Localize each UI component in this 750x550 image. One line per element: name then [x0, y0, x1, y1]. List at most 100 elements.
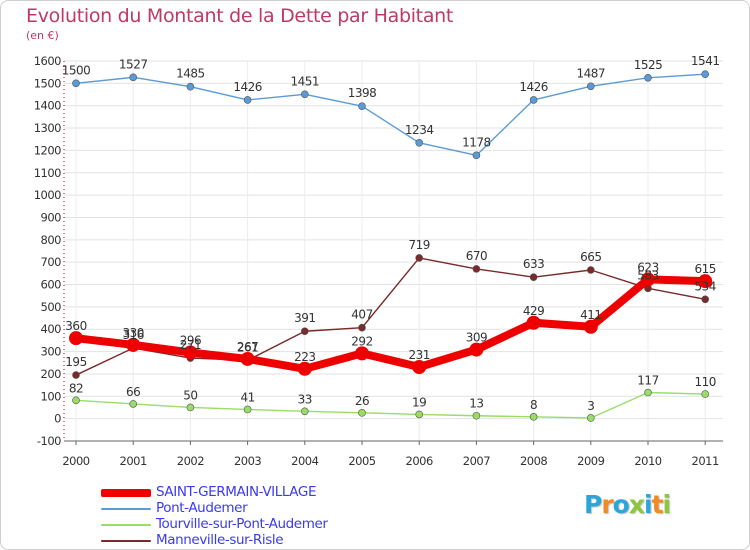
data-point — [415, 410, 424, 419]
chart-title: Evolution du Montant de la Dette par Hab… — [26, 5, 454, 27]
data-point — [300, 90, 309, 99]
data-label: 292 — [351, 334, 372, 348]
data-point — [698, 274, 713, 289]
legend-swatch — [101, 524, 151, 526]
data-label: 3 — [587, 399, 594, 413]
data-point — [529, 413, 538, 421]
logo-letter: o — [612, 490, 630, 519]
data-point — [300, 407, 309, 416]
data-label: 360 — [65, 319, 86, 333]
legend-swatch — [101, 489, 151, 497]
data-point — [183, 345, 198, 360]
data-point — [358, 409, 366, 417]
logo-letter: t — [651, 490, 664, 519]
data-point — [300, 327, 309, 336]
y-tick-label: 300 — [41, 345, 62, 359]
y-tick-label: 500 — [41, 300, 62, 314]
data-label: 195 — [65, 355, 86, 369]
x-tick-label: 2010 — [634, 454, 661, 468]
y-tick-label: 900 — [41, 210, 62, 224]
y-tick-label: 600 — [41, 278, 62, 292]
x-tick-label: 2011 — [692, 454, 719, 468]
x-tick-label: 2005 — [348, 454, 375, 468]
data-point — [186, 403, 195, 412]
data-label: 1451 — [291, 74, 320, 88]
data-point — [355, 346, 369, 361]
data-label: 231 — [408, 348, 429, 362]
data-point — [701, 295, 710, 304]
y-tick-label: 800 — [41, 233, 62, 247]
data-label: 1500 — [62, 63, 91, 77]
data-label: 1426 — [233, 80, 262, 94]
data-point — [126, 337, 141, 352]
data-label: 1525 — [634, 58, 663, 72]
data-point — [412, 360, 427, 375]
y-tick-label: 100 — [41, 389, 62, 403]
data-point — [586, 82, 595, 91]
x-tick-label: 2006 — [406, 454, 433, 468]
data-point — [72, 396, 80, 405]
data-label: 1485 — [176, 67, 205, 81]
data-label: 110 — [694, 375, 715, 389]
data-label: 33 — [298, 392, 312, 406]
data-point — [358, 323, 366, 332]
series-line-2 — [75, 391, 706, 419]
x-tick-label: 2001 — [120, 454, 147, 468]
legend-label: SAINT-GERMAIN-VILLAGE — [156, 484, 317, 500]
data-point — [358, 102, 366, 110]
data-point — [644, 73, 652, 82]
data-label: 1527 — [119, 57, 148, 71]
x-tick-label: 2000 — [62, 454, 89, 468]
data-point — [641, 272, 655, 287]
data-label: 534 — [694, 279, 715, 293]
data-point — [243, 405, 252, 414]
y-tick-label: -100 — [37, 434, 61, 448]
data-label: 719 — [408, 238, 429, 252]
data-label: 261 — [237, 340, 258, 354]
y-tick-label: 1300 — [34, 121, 61, 135]
data-point — [243, 96, 252, 104]
legend-label: Manneville-sur-Risle — [156, 532, 284, 548]
data-point — [472, 151, 481, 160]
y-tick-label: 700 — [41, 255, 62, 269]
data-label: 1487 — [577, 66, 606, 80]
data-point — [415, 254, 424, 262]
data-label: 267 — [237, 340, 258, 354]
series-line-3 — [75, 257, 706, 376]
chart-subtitle: (en €) — [26, 29, 59, 42]
data-point — [472, 411, 481, 420]
x-tick-label: 2008 — [520, 454, 547, 468]
data-point — [583, 319, 598, 334]
data-point — [186, 82, 195, 91]
data-label: 1178 — [462, 135, 491, 149]
data-label: 391 — [294, 311, 315, 325]
plot-area — [64, 61, 723, 441]
data-label: 411 — [580, 308, 601, 322]
data-point — [586, 266, 595, 274]
data-label: 665 — [580, 250, 601, 264]
data-label: 82 — [69, 381, 83, 395]
data-label: 1234 — [405, 123, 434, 137]
data-label: 583 — [637, 268, 658, 282]
y-tick-label: 400 — [41, 322, 62, 336]
data-label: 50 — [183, 388, 197, 402]
data-point — [701, 390, 710, 398]
data-label: 271 — [180, 338, 201, 352]
data-point — [129, 73, 137, 82]
y-tick-label: 1000 — [34, 188, 61, 202]
series-line-0 — [72, 275, 710, 373]
data-label: 26 — [355, 394, 369, 408]
data-label: 407 — [351, 308, 372, 322]
logo-letter: i — [662, 490, 672, 519]
data-label: 66 — [126, 385, 140, 399]
data-label: 1541 — [691, 54, 720, 68]
data-label: 316 — [122, 328, 143, 342]
y-tick-label: 1600 — [34, 54, 61, 68]
data-label: 670 — [466, 249, 487, 263]
data-point — [72, 371, 80, 379]
y-tick-label: 1200 — [34, 143, 61, 157]
data-label: 330 — [122, 326, 143, 340]
logo-letter: r — [601, 490, 613, 519]
